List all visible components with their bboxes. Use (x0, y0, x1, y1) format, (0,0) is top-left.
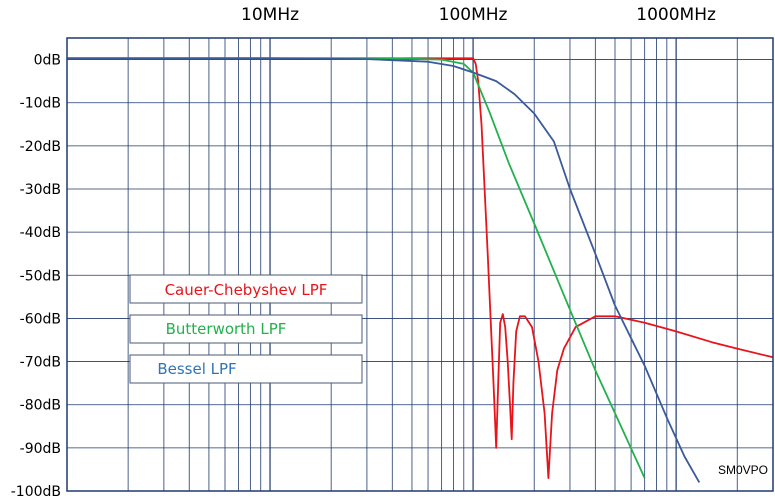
legend-label-butterworth: Butterworth LPF (166, 320, 287, 338)
y-tick-label: -60dB (20, 311, 61, 327)
series-line-bessel (67, 57, 701, 483)
y-tick-label: -20dB (20, 139, 61, 155)
y-tick-label: -30dB (20, 182, 61, 198)
credit-label: SM0VPO (718, 463, 768, 477)
y-tick-label: -100dB (11, 484, 61, 500)
x-axis-ticks: 10MHz 100MHz 1000MHz (241, 5, 716, 25)
legend: Cauer-Chebyshev LPF Butterworth LPF Bess… (129, 274, 363, 384)
y-tick-label: -80dB (20, 398, 61, 414)
x-tick-label: 100MHz (439, 5, 508, 25)
y-tick-label: -50dB (20, 268, 61, 284)
legend-box-bessel (129, 354, 363, 384)
legend-label-cauer: Cauer-Chebyshev LPF (165, 281, 328, 299)
y-tick-label: -90dB (20, 441, 61, 457)
series-line-butterworth (67, 57, 646, 479)
series-lines (67, 57, 774, 483)
series-line-cauer (67, 57, 774, 479)
y-tick-label: -10dB (20, 96, 61, 112)
x-tick-label: 10MHz (241, 5, 299, 25)
legend-label-bessel: Bessel LPF (157, 360, 236, 378)
legend-box-butterworth (129, 314, 363, 344)
y-tick-label: -70dB (20, 355, 61, 371)
legend-box-cauer (129, 274, 363, 304)
y-tick-label: 0dB (34, 53, 61, 69)
grid (67, 38, 773, 491)
y-tick-label: -40dB (20, 225, 61, 241)
y-axis-ticks: 0dB -10dB -20dB -30dB -40dB -50dB -60dB -70dB -8… (11, 53, 61, 500)
x-tick-label: 1000MHz (636, 5, 716, 25)
plot-frame (66, 37, 774, 492)
